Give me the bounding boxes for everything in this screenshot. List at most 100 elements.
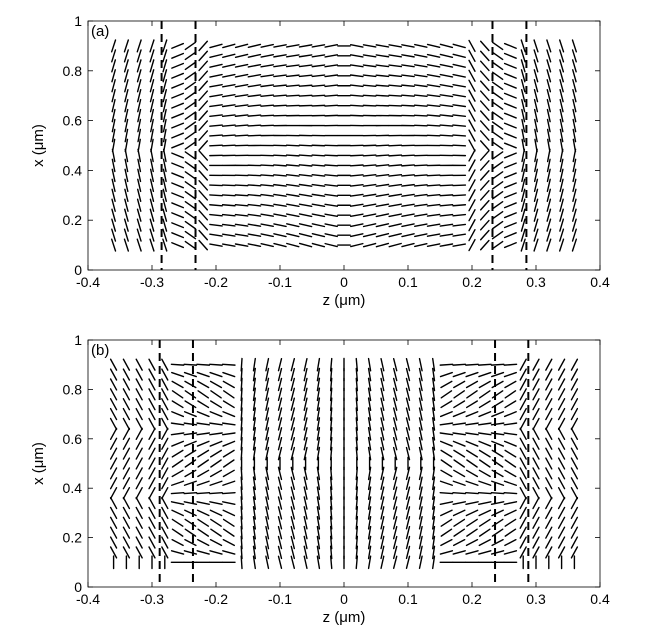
field-segment (311, 183, 326, 187)
field-segment (504, 469, 517, 478)
field-segment (209, 440, 223, 447)
field-segment (479, 60, 490, 72)
field-segment (149, 39, 155, 53)
field-segment (532, 536, 540, 549)
field-segment (290, 525, 296, 540)
field-segment (546, 128, 551, 143)
field-segment (468, 159, 476, 172)
field-segment (209, 53, 223, 59)
field-segment (290, 496, 296, 510)
field-segment (405, 407, 411, 421)
field-segment (491, 459, 504, 468)
field-segment (210, 449, 222, 458)
field-segment (503, 152, 517, 159)
field-segment (135, 417, 143, 431)
field-segment (355, 525, 359, 540)
field-segment (468, 219, 476, 232)
field-segment (298, 84, 313, 87)
field-segment (290, 357, 296, 372)
field-segment (161, 398, 169, 411)
field-segment (557, 358, 566, 371)
field-segment (171, 242, 185, 249)
field-segment (355, 377, 359, 392)
field-segment (375, 193, 390, 197)
field-segment (349, 104, 364, 107)
field-segment (265, 466, 270, 481)
field-segment (285, 183, 300, 187)
field-segment (135, 467, 143, 480)
field-segment (375, 242, 390, 248)
field-segment (432, 377, 436, 392)
field-segment (196, 411, 210, 418)
field-segment (388, 144, 403, 147)
field-segment (290, 407, 296, 421)
field-segment (349, 94, 364, 97)
field-segment (479, 209, 490, 221)
field-segment (222, 371, 236, 378)
field-segment (532, 378, 540, 391)
field-segment (198, 180, 209, 191)
field-segment (503, 132, 517, 139)
field-segment (452, 432, 467, 436)
field-segment (316, 427, 321, 441)
field-segment (349, 164, 364, 167)
field-segment (504, 380, 517, 389)
field-segment (122, 467, 131, 480)
field-segment (171, 152, 185, 159)
field-segment (477, 432, 492, 436)
field-segment (209, 411, 223, 418)
field-segment (350, 44, 364, 48)
field-segment (161, 437, 169, 450)
field-segment (122, 417, 131, 431)
field-segment (405, 357, 411, 372)
field-segment (380, 525, 385, 540)
field-segment (162, 208, 168, 222)
field-segment (388, 154, 403, 157)
field-segment (468, 199, 476, 212)
field-segment (367, 387, 372, 402)
field-segment (124, 69, 129, 83)
field-segment (401, 213, 415, 218)
field-segment (418, 436, 423, 451)
field-segment (210, 400, 222, 409)
field-segment (392, 407, 398, 421)
field-segment (570, 457, 579, 470)
field-segment (557, 546, 566, 559)
field-segment (324, 223, 338, 228)
field-segment (355, 426, 359, 441)
field-segment (148, 427, 156, 441)
field-segment (521, 138, 525, 153)
field-segment (135, 506, 143, 520)
field-segment (432, 515, 436, 530)
field-segment (222, 550, 236, 555)
field-segment (432, 397, 436, 412)
field-segment (311, 203, 326, 208)
field-segment (362, 164, 377, 167)
field-segment (478, 390, 491, 399)
field-segment (439, 73, 454, 78)
field-segment (161, 526, 169, 539)
field-segment (221, 223, 236, 227)
field-segment (277, 407, 283, 421)
field-segment (252, 525, 256, 540)
field-segment (468, 49, 476, 63)
field-segment (277, 486, 283, 500)
field-segment (209, 380, 223, 389)
field-segment (135, 526, 143, 539)
field-segment (252, 377, 256, 392)
field-segment (355, 436, 359, 451)
field-segment (401, 164, 415, 167)
field-segment (413, 164, 428, 167)
field-segment (324, 242, 338, 248)
field-segment (161, 516, 169, 529)
field-segment (439, 124, 454, 127)
field-segment (136, 218, 142, 232)
field-segment (545, 486, 553, 500)
field-segment (234, 203, 249, 207)
field-segment (432, 525, 436, 540)
field-segment (329, 545, 333, 560)
field-segment (491, 390, 504, 399)
field-segment (209, 194, 223, 197)
field-segment (503, 212, 517, 219)
field-segment (388, 213, 402, 218)
